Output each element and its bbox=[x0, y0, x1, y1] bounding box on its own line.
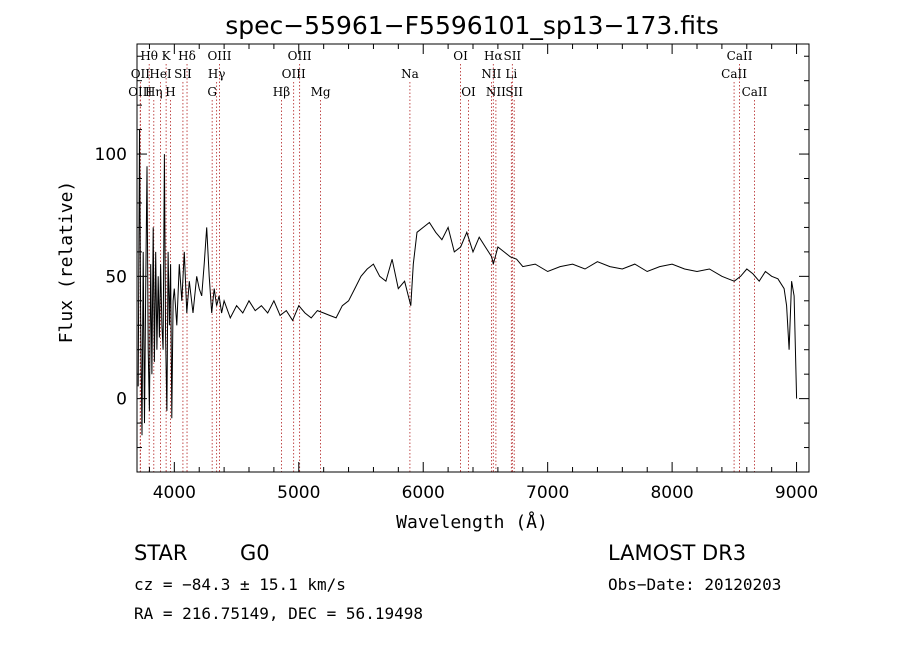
spectral-line-label: CaII bbox=[742, 85, 768, 99]
spectral-line-label: CaII bbox=[727, 49, 753, 63]
spectral-line-label: OII bbox=[131, 67, 151, 81]
spectral-line-label: Hθ bbox=[140, 49, 158, 63]
x-tick-label: 9000 bbox=[775, 483, 818, 503]
spectral-line-label: OI bbox=[461, 85, 476, 99]
spectral-line-label: Hγ bbox=[208, 67, 226, 81]
spectral-line-label: Li bbox=[505, 67, 517, 81]
y-tick-label: 50 bbox=[105, 267, 127, 287]
spectral-line-label: SII bbox=[174, 67, 192, 81]
spectral-line-label: CaII bbox=[721, 67, 747, 81]
ra-dec-coordinates: RA = 216.75149, DEC = 56.19498 bbox=[134, 604, 423, 623]
spectral-line-markers bbox=[139, 64, 755, 472]
x-axis-ticks: 4000 5000 6000 7000 8000 9000 bbox=[148, 44, 818, 503]
plot-frame bbox=[136, 43, 810, 473]
flux-series-line bbox=[137, 129, 798, 436]
x-tick-label: 6000 bbox=[402, 483, 445, 503]
y-tick-label: 100 bbox=[95, 145, 127, 165]
chart-title: spec−55961−F5596101_sp13−173.fits bbox=[225, 11, 719, 40]
spectral-line-label: HeI bbox=[149, 67, 172, 81]
spectral-line-label: OI bbox=[453, 49, 468, 63]
x-tick-label: 5000 bbox=[277, 483, 320, 503]
spectral-line-label: OIII bbox=[207, 49, 231, 63]
spectral-line-label: Hα bbox=[484, 49, 503, 63]
spectral-line-label: SII bbox=[503, 49, 521, 63]
x-tick-label: 7000 bbox=[526, 483, 569, 503]
spectral-line-label: Hβ bbox=[273, 85, 290, 99]
spectral-line-label: K bbox=[162, 49, 172, 63]
y-tick-label: 0 bbox=[116, 390, 127, 410]
spectral-line-label: OIII bbox=[288, 49, 312, 63]
survey-name: LAMOST DR3 bbox=[608, 541, 746, 565]
y-axis-ticks: 0 50 100 bbox=[95, 55, 809, 449]
x-tick-label: 8000 bbox=[650, 483, 693, 503]
redshift-cz: cz = −84.3 ± 15.1 km/s bbox=[134, 575, 346, 594]
spectral-line-label: G bbox=[207, 85, 217, 99]
observation-date: Obs−Date: 20120203 bbox=[608, 575, 781, 594]
spectral-line-label: Na bbox=[401, 67, 419, 81]
object-class: STAR bbox=[134, 541, 187, 565]
spectral-line-label: Hδ bbox=[178, 49, 196, 63]
spectral-line-label: Hη bbox=[145, 85, 163, 99]
spectral-line-labels: Hθ OII OIII K HeI Hη SII H Hδ OIII Hγ G Hβ OIII OIII Mg… bbox=[128, 49, 767, 99]
y-axis-label: Flux (relative) bbox=[56, 181, 77, 344]
object-subclass: G0 bbox=[240, 541, 270, 565]
x-tick-label: 4000 bbox=[153, 483, 196, 503]
spectral-line-label: Mg bbox=[311, 85, 331, 99]
spectral-line-label: OIII bbox=[282, 67, 306, 81]
spectral-line-label: NII bbox=[481, 67, 501, 81]
spectral-line-label: H bbox=[165, 85, 175, 99]
spectral-line-label: SII bbox=[505, 85, 523, 99]
x-axis-label: Wavelength (Å) bbox=[396, 511, 548, 533]
spectral-line-label: OIII bbox=[128, 85, 152, 99]
spectral-line-label: NII bbox=[486, 85, 506, 99]
